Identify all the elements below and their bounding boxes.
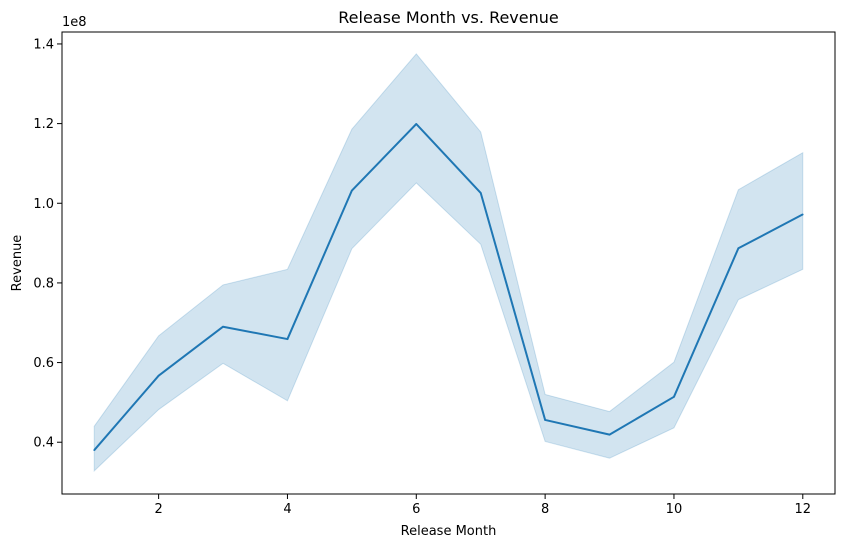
data-point — [608, 433, 611, 436]
x-tick-label: 10 — [666, 502, 683, 517]
y-tick-label: 0.8 — [33, 276, 54, 291]
series-line — [93, 123, 804, 451]
data-point — [673, 396, 675, 398]
y-tick-label: 1.0 — [33, 197, 54, 212]
y-tick-label: 1.4 — [33, 37, 54, 52]
data-point — [93, 449, 96, 451]
data-point — [286, 338, 289, 340]
confidence-band-layer — [93, 53, 804, 473]
data-point — [351, 189, 353, 192]
data-point — [479, 192, 482, 194]
y-tick-label: 0.6 — [33, 356, 54, 371]
data-point — [801, 213, 804, 216]
x-tick-label: 4 — [283, 502, 291, 517]
x-tick-label: 8 — [541, 502, 549, 517]
data-point — [157, 374, 160, 377]
y-tick-label: 1.2 — [33, 117, 54, 132]
data-point — [222, 325, 224, 328]
y-axis-label: Revenue — [10, 235, 25, 292]
series-line-layer — [93, 123, 804, 451]
x-tick-label: 12 — [795, 502, 812, 517]
x-axis-label: Release Month — [401, 524, 497, 539]
y-axis-ticks: 0.4 0.6 0.8 1.0 1.2 1.4 — [33, 37, 62, 451]
data-point — [544, 419, 546, 421]
confidence-band — [93, 53, 804, 473]
plot-area-frame — [61, 31, 836, 495]
x-tick-label: 2 — [154, 502, 162, 517]
x-axis-ticks: 2 4 6 8 10 12 — [154, 494, 811, 517]
data-point — [737, 247, 740, 250]
chart-title: Release Month vs. Revenue — [338, 8, 559, 27]
data-point — [415, 123, 418, 125]
y-tick-label: 0.4 — [33, 436, 54, 451]
x-tick-label: 6 — [412, 502, 420, 517]
y-axis-offset-label: 1e8 — [62, 15, 87, 30]
